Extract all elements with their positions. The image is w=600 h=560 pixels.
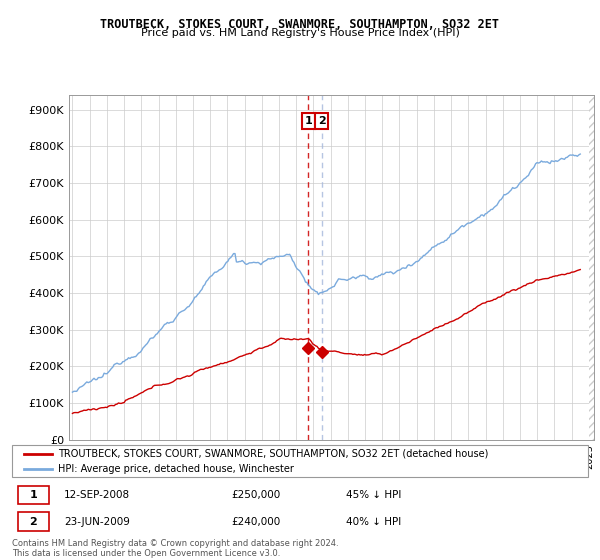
Text: HPI: Average price, detached house, Winchester: HPI: Average price, detached house, Winc… bbox=[58, 464, 294, 474]
Text: £240,000: £240,000 bbox=[231, 517, 280, 527]
Text: 2: 2 bbox=[318, 116, 326, 126]
Text: Price paid vs. HM Land Registry's House Price Index (HPI): Price paid vs. HM Land Registry's House … bbox=[140, 28, 460, 38]
Text: 45% ↓ HPI: 45% ↓ HPI bbox=[346, 490, 401, 500]
Bar bbox=[18, 512, 49, 531]
Text: 23-JUN-2009: 23-JUN-2009 bbox=[64, 517, 130, 527]
Bar bbox=[18, 486, 49, 504]
Text: 1: 1 bbox=[29, 490, 37, 500]
Text: TROUTBECK, STOKES COURT, SWANMORE, SOUTHAMPTON, SO32 2ET: TROUTBECK, STOKES COURT, SWANMORE, SOUTH… bbox=[101, 18, 499, 31]
Text: Contains HM Land Registry data © Crown copyright and database right 2024.
This d: Contains HM Land Registry data © Crown c… bbox=[12, 539, 338, 558]
Text: TROUTBECK, STOKES COURT, SWANMORE, SOUTHAMPTON, SO32 2ET (detached house): TROUTBECK, STOKES COURT, SWANMORE, SOUTH… bbox=[58, 449, 488, 459]
Text: 40% ↓ HPI: 40% ↓ HPI bbox=[346, 517, 401, 527]
Text: 1: 1 bbox=[305, 116, 313, 126]
Text: 12-SEP-2008: 12-SEP-2008 bbox=[64, 490, 130, 500]
Text: 2: 2 bbox=[29, 517, 37, 527]
Text: £250,000: £250,000 bbox=[231, 490, 280, 500]
